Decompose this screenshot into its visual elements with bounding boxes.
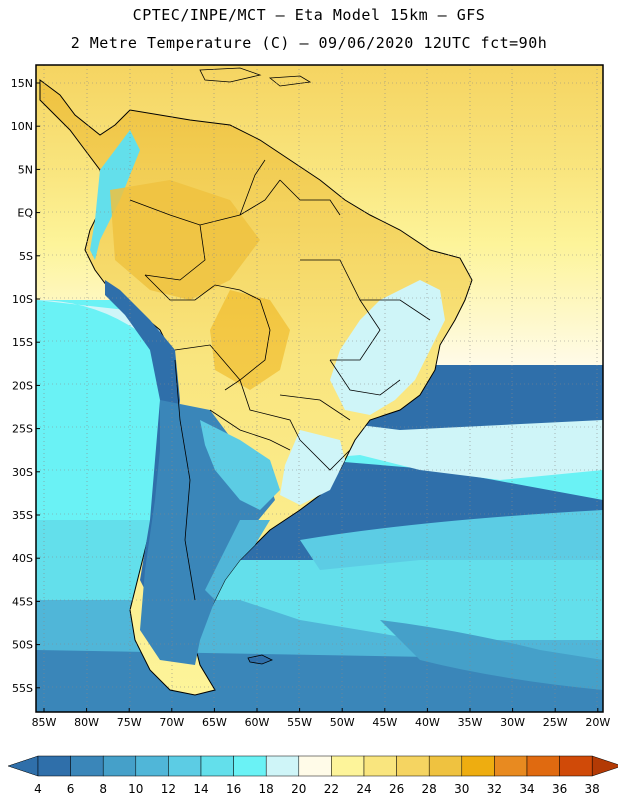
- colorbar-swatch: [331, 755, 365, 777]
- lon-label: 50W: [330, 716, 355, 729]
- colorbar-label: 12: [161, 782, 176, 796]
- colorbar-label: 14: [193, 782, 208, 796]
- colorbar-swatch: [37, 755, 71, 777]
- lon-label: 45W: [372, 716, 397, 729]
- lat-label: 10S: [12, 293, 33, 306]
- colorbar-swatch: [428, 755, 463, 777]
- map-field: [36, 65, 603, 712]
- colorbar-swatch: [559, 755, 593, 777]
- colorbar-label: 34: [519, 782, 534, 796]
- lat-label: 10N: [11, 120, 33, 133]
- colorbar-label: 38: [585, 782, 600, 796]
- lat-label: 35S: [12, 509, 33, 522]
- lon-label: 25W: [543, 716, 568, 729]
- lat-label: 5N: [18, 163, 33, 176]
- lon-label: 85W: [32, 716, 57, 729]
- lon-label: 70W: [159, 716, 184, 729]
- title-line-1: CPTEC/INPE/MCT – Eta Model 15km – GFS: [132, 6, 486, 24]
- colorbar-left-arrow: [7, 755, 39, 777]
- colorbar-swatch: [461, 755, 495, 777]
- lon-label: 20W: [585, 716, 610, 729]
- colorbar-label: 16: [226, 782, 241, 796]
- lon-label: 55W: [287, 716, 312, 729]
- colorbar-swatch: [102, 755, 137, 777]
- colorbar-label: 4: [34, 782, 42, 796]
- lat-label: 5S: [19, 250, 33, 263]
- colorbar-label: 18: [259, 782, 274, 796]
- colorbar-label: 24: [356, 782, 371, 796]
- lat-label: 30S: [12, 466, 33, 479]
- colorbar-right-arrow: [591, 755, 618, 777]
- lon-label: 35W: [458, 716, 483, 729]
- colorbar-swatch: [168, 755, 202, 777]
- colorbar-swatch: [70, 755, 104, 777]
- colorbar-swatch: [233, 755, 267, 777]
- colorbar-label: 22: [324, 782, 339, 796]
- lat-label: 45S: [12, 595, 33, 608]
- colorbar: 4 6 8 10 12 14 16 18 20 22 24 26 28 30 32 34 36 38: [7, 755, 618, 796]
- lon-label: 65W: [202, 716, 227, 729]
- colorbar-swatch: [298, 755, 332, 777]
- colorbar-label: 32: [487, 782, 502, 796]
- colorbar-swatch: [200, 755, 234, 777]
- lon-label: 80W: [74, 716, 99, 729]
- title-line-2: 2 Metre Temperature (C) – 09/06/2020 12U…: [70, 34, 548, 52]
- colorbar-label: 28: [422, 782, 437, 796]
- lat-label: 25S: [12, 423, 33, 436]
- colorbar-swatch: [363, 755, 397, 777]
- lon-label: 60W: [245, 716, 270, 729]
- lon-label: 75W: [117, 716, 142, 729]
- lon-label: 30W: [500, 716, 525, 729]
- lat-label: 15N: [11, 77, 33, 90]
- colorbar-label: 30: [454, 782, 469, 796]
- colorbar-label: 36: [552, 782, 567, 796]
- colorbar-label: 6: [67, 782, 75, 796]
- lat-label: 50S: [12, 639, 33, 652]
- map-axis-ticks: 15N 10N 5N EQ 5S 10S 15S 20S 25S 30S 35S 40S 45S 50S 5…: [11, 77, 611, 729]
- lat-label: 15S: [12, 336, 33, 349]
- colorbar-label: 10: [128, 782, 143, 796]
- colorbar-swatch: [135, 755, 169, 777]
- colorbar-swatch: [265, 755, 300, 777]
- colorbar-label: 8: [99, 782, 107, 796]
- colorbar-swatch: [396, 755, 430, 777]
- lat-label: 40S: [12, 552, 33, 565]
- colorbar-label: 26: [389, 782, 404, 796]
- lon-label: 40W: [415, 716, 440, 729]
- map-frame: [35, 64, 604, 713]
- lat-label: 55S: [12, 682, 33, 695]
- colorbar-swatch: [526, 755, 560, 777]
- colorbar-swatch: [494, 755, 528, 777]
- lat-label: EQ: [17, 207, 33, 220]
- colorbar-label: 20: [291, 782, 306, 796]
- lat-label: 20S: [12, 379, 33, 392]
